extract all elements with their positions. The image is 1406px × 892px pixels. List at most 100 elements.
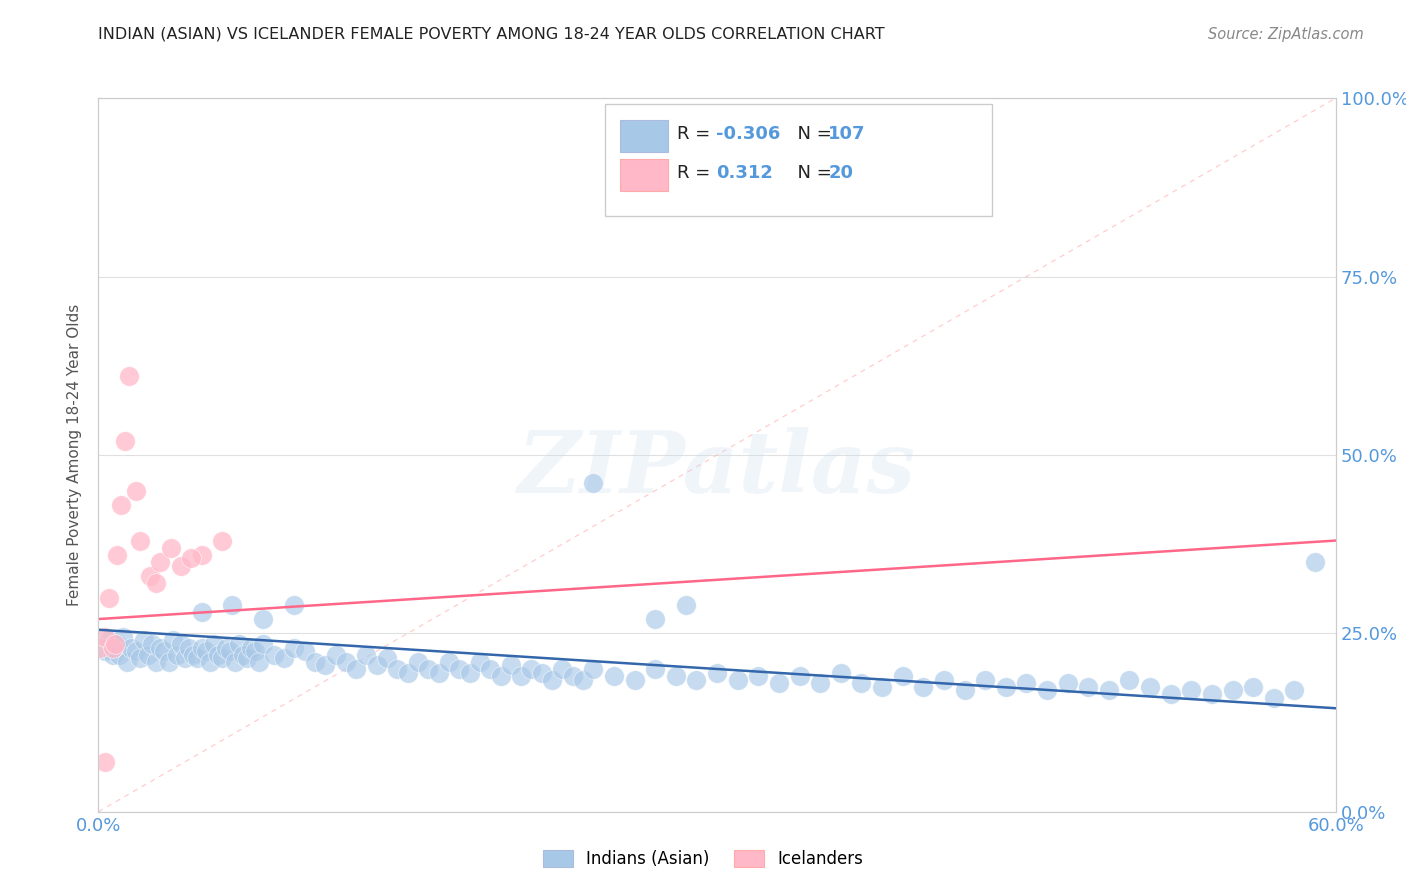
Point <box>1284 683 1306 698</box>
Point <box>89 640 111 655</box>
Point <box>870 680 893 694</box>
Point <box>252 637 274 651</box>
Point <box>437 655 460 669</box>
Point <box>170 637 193 651</box>
Point <box>97 633 120 648</box>
Point <box>706 665 728 680</box>
Point <box>263 648 285 662</box>
Point <box>747 669 769 683</box>
Point <box>159 541 181 555</box>
Point <box>304 655 326 669</box>
Point <box>105 548 128 562</box>
Point <box>406 655 429 669</box>
Point <box>932 673 955 687</box>
Point <box>112 630 135 644</box>
Point <box>149 640 172 655</box>
Point <box>108 648 131 662</box>
Point <box>582 662 605 676</box>
Point <box>110 498 132 512</box>
Point <box>551 662 574 676</box>
Point <box>114 434 136 448</box>
Point <box>141 637 163 651</box>
Point <box>221 598 243 612</box>
Point <box>247 655 270 669</box>
Point <box>283 640 305 655</box>
Text: INDIAN (ASIAN) VS ICELANDER FEMALE POVERTY AMONG 18-24 YEAR OLDS CORRELATION CHA: INDIAN (ASIAN) VS ICELANDER FEMALE POVER… <box>98 27 884 42</box>
Point <box>1241 680 1264 694</box>
Point <box>211 651 233 665</box>
Y-axis label: Female Poverty Among 18-24 Year Olds: Female Poverty Among 18-24 Year Olds <box>67 304 83 606</box>
Point <box>808 676 831 690</box>
Point <box>375 651 398 665</box>
Point <box>105 637 128 651</box>
Point <box>356 648 378 662</box>
Point <box>211 533 233 548</box>
Point <box>561 669 583 683</box>
Point <box>387 662 409 676</box>
Point <box>153 644 176 658</box>
Point <box>170 558 193 573</box>
Point <box>644 662 666 676</box>
Point <box>1139 680 1161 694</box>
Point <box>520 662 543 676</box>
Point <box>190 640 212 655</box>
Point <box>283 598 305 612</box>
Point <box>273 651 295 665</box>
Text: N =: N = <box>786 164 838 182</box>
Point <box>139 569 162 583</box>
Point <box>232 648 254 662</box>
Text: 107: 107 <box>828 125 866 143</box>
Point <box>623 673 645 687</box>
Point <box>124 644 146 658</box>
Point <box>198 655 221 669</box>
Point <box>190 548 212 562</box>
Point <box>93 630 115 644</box>
Point <box>219 644 242 658</box>
Point <box>132 633 155 648</box>
Point <box>344 662 367 676</box>
Point <box>174 651 197 665</box>
Point <box>1222 683 1244 698</box>
Point <box>228 637 250 651</box>
Point <box>186 651 208 665</box>
Point <box>224 655 246 669</box>
Point <box>1180 683 1202 698</box>
Point <box>252 612 274 626</box>
Point <box>530 665 553 680</box>
Point <box>582 476 605 491</box>
Text: -0.306: -0.306 <box>716 125 780 143</box>
Point <box>236 651 259 665</box>
Point <box>1015 676 1038 690</box>
Point <box>136 648 159 662</box>
Point <box>541 673 564 687</box>
Point <box>190 605 212 619</box>
Point <box>157 655 180 669</box>
Point <box>1036 683 1059 698</box>
Point <box>194 644 217 658</box>
Point <box>974 673 997 687</box>
Point <box>314 658 336 673</box>
Text: ZIPatlas: ZIPatlas <box>517 427 917 511</box>
Point <box>644 612 666 626</box>
Point <box>145 655 167 669</box>
Legend: Indians (Asian), Icelanders: Indians (Asian), Icelanders <box>536 843 870 875</box>
Point <box>215 640 238 655</box>
Point <box>603 669 626 683</box>
Text: N =: N = <box>786 125 838 143</box>
Point <box>97 591 120 605</box>
Point <box>1263 690 1285 705</box>
Point <box>93 755 115 769</box>
Point <box>120 640 142 655</box>
Point <box>101 640 124 655</box>
Point <box>202 637 225 651</box>
Point <box>427 665 450 680</box>
Point <box>830 665 852 680</box>
Point <box>665 669 688 683</box>
Point <box>145 576 167 591</box>
Point <box>1098 683 1121 698</box>
Point <box>124 483 146 498</box>
Point <box>489 669 512 683</box>
Point <box>499 658 522 673</box>
Point <box>418 662 440 676</box>
Point <box>458 665 481 680</box>
